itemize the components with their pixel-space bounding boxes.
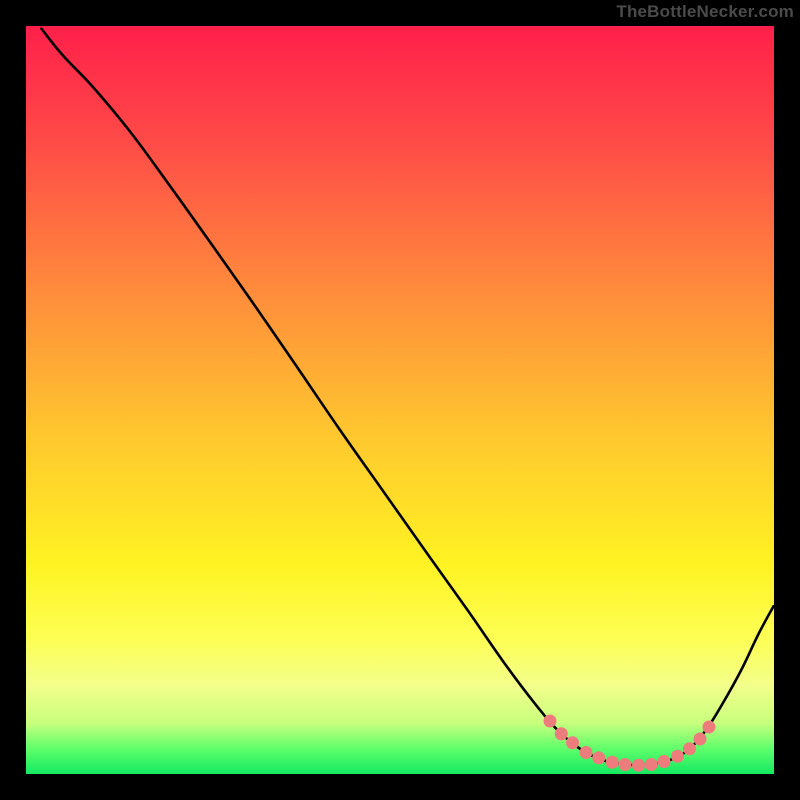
trough-marker xyxy=(683,742,696,755)
trough-marker xyxy=(645,758,658,771)
trough-marker xyxy=(671,750,684,763)
trough-marker xyxy=(658,755,671,768)
trough-marker xyxy=(555,727,568,740)
attribution-text: TheBottleNecker.com xyxy=(616,2,794,22)
trough-marker xyxy=(566,736,579,749)
trough-marker xyxy=(703,721,716,734)
trough-marker xyxy=(580,746,593,759)
bottleneck-curve-chart xyxy=(0,0,800,800)
trough-marker xyxy=(592,751,605,764)
chart-gradient-background xyxy=(25,25,775,775)
trough-marker xyxy=(632,759,645,772)
chart-container: TheBottleNecker.com xyxy=(0,0,800,800)
trough-marker xyxy=(544,715,557,728)
trough-marker xyxy=(619,758,632,771)
trough-marker xyxy=(694,733,707,746)
trough-marker xyxy=(606,756,619,769)
